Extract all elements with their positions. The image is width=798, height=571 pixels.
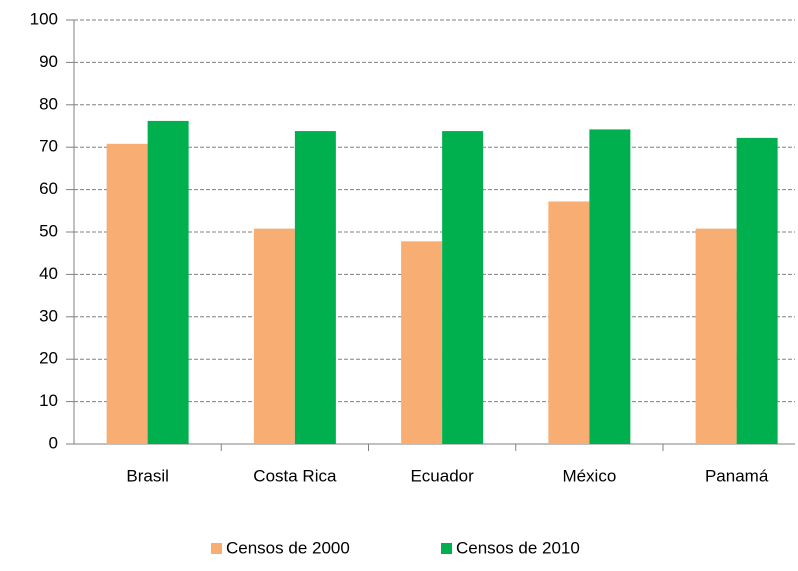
legend-label: Censos de 2010 xyxy=(456,538,580,557)
bar xyxy=(736,137,778,444)
bar xyxy=(589,129,631,444)
y-tick-label: 0 xyxy=(49,433,58,452)
bar xyxy=(442,131,484,444)
legend-label: Censos de 2000 xyxy=(226,538,350,557)
bar xyxy=(695,228,737,444)
x-tick-label: Costa Rica xyxy=(253,466,337,485)
y-tick-label: 80 xyxy=(39,94,58,113)
y-tick-label: 10 xyxy=(39,391,58,410)
legend-swatch xyxy=(211,543,222,554)
y-tick-label: 50 xyxy=(39,221,58,240)
x-tick-label: Ecuador xyxy=(410,466,474,485)
bar xyxy=(147,120,189,445)
bar xyxy=(294,131,336,444)
y-tick-label: 40 xyxy=(39,264,58,283)
y-tick-label: 100 xyxy=(30,9,58,28)
y-tick-label: 20 xyxy=(39,349,58,368)
bar xyxy=(253,228,295,444)
y-tick-label: 30 xyxy=(39,306,58,325)
bar xyxy=(106,143,148,445)
y-tick-label: 90 xyxy=(39,52,58,71)
bar xyxy=(401,241,443,444)
y-tick-label: 60 xyxy=(39,179,58,198)
x-tick-label: Panamá xyxy=(705,466,769,485)
legend-swatch xyxy=(441,543,452,554)
bar xyxy=(548,201,590,444)
x-tick-label: México xyxy=(562,466,616,485)
y-tick-label: 70 xyxy=(39,137,58,156)
x-tick-label: Brasil xyxy=(126,466,169,485)
